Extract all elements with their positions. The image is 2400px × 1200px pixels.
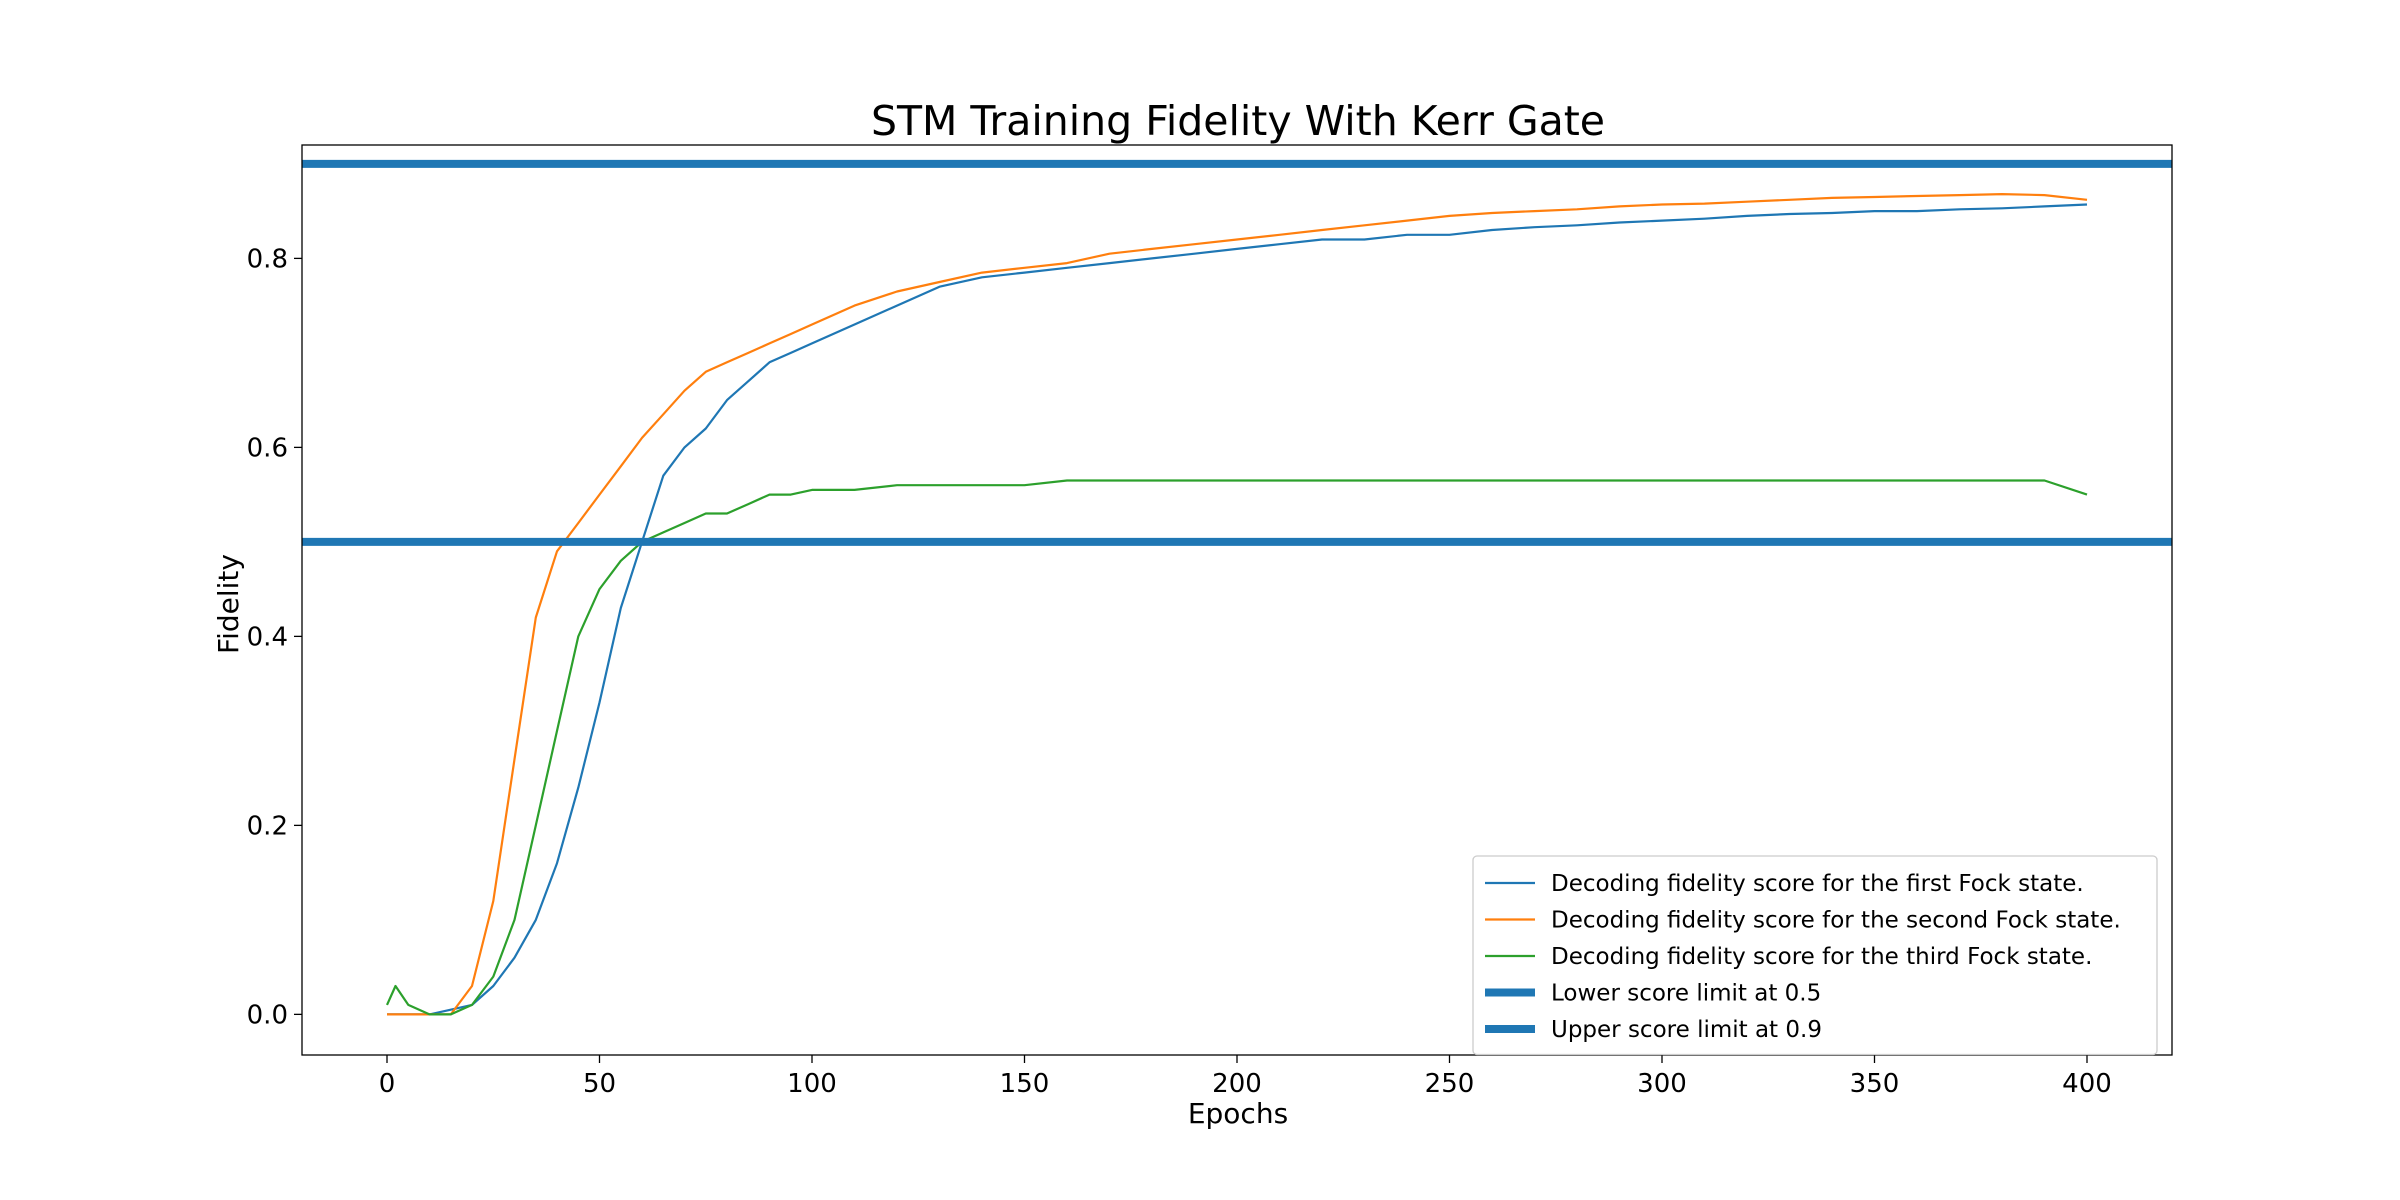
legend-label-4: Lower score limit at 0.5 bbox=[1551, 981, 1821, 1007]
x-axis-label: Epochs bbox=[1188, 1097, 1288, 1130]
x-tick-label: 200 bbox=[1212, 1069, 1262, 1099]
y-tick-label: 0.4 bbox=[247, 622, 288, 652]
y-tick-label: 0.6 bbox=[247, 433, 288, 463]
legend-label-5: Upper score limit at 0.9 bbox=[1551, 1017, 1822, 1043]
x-tick-label: 100 bbox=[787, 1069, 837, 1099]
series-line-2 bbox=[387, 193, 2088, 1016]
axes: 0 50 100 150 200 250 300 350 400 0.0 0.2 0.4 0.6 0.8 bbox=[247, 144, 2173, 1099]
x-tick-label: 50 bbox=[583, 1069, 616, 1099]
y-axis-label: Fidelity bbox=[212, 554, 245, 654]
plot-area bbox=[302, 159, 2172, 1016]
x-tick-label: 250 bbox=[1425, 1069, 1475, 1099]
series-line-3 bbox=[385, 479, 2088, 1016]
x-tick-label: 150 bbox=[1000, 1069, 1050, 1099]
y-tick-label: 0.8 bbox=[247, 244, 288, 274]
series-line-1 bbox=[387, 203, 2088, 1016]
x-tick-label: 400 bbox=[2062, 1069, 2112, 1099]
legend-label-3: Decoding fidelity score for the third Fo… bbox=[1551, 944, 2092, 970]
legend-label-2: Decoding fidelity score for the second F… bbox=[1551, 908, 2121, 934]
x-tick-label: 300 bbox=[1637, 1069, 1687, 1099]
x-tick-label: 350 bbox=[1850, 1069, 1900, 1099]
y-tick-label: 0.2 bbox=[247, 811, 288, 841]
chart-title: STM Training Fidelity With Kerr Gate bbox=[871, 97, 1605, 145]
legend: Decoding fidelity score for the first Fo… bbox=[1472, 855, 2158, 1056]
x-tick-label: 0 bbox=[379, 1069, 396, 1099]
legend-label-1: Decoding fidelity score for the first Fo… bbox=[1551, 871, 2084, 897]
y-tick-label: 0.0 bbox=[247, 1000, 288, 1030]
legend-box bbox=[1472, 855, 2158, 1056]
